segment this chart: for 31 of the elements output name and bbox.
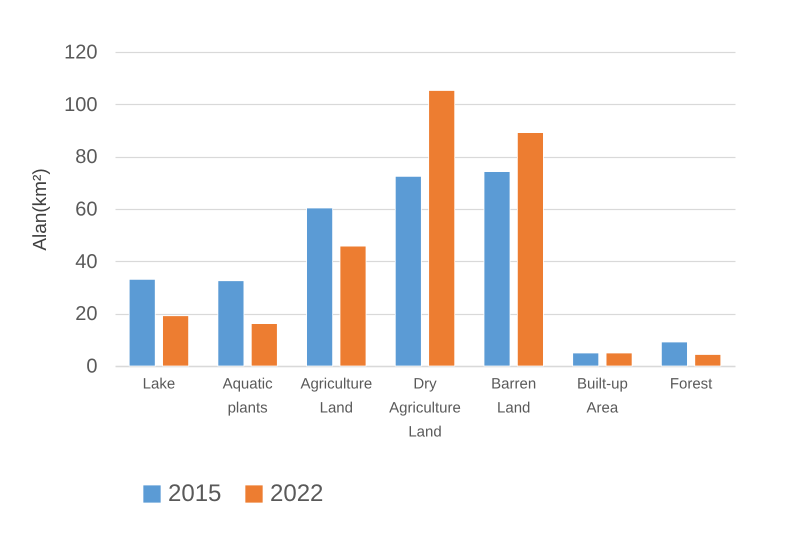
y-tick-label: 40 — [75, 250, 98, 273]
y-axis-title: Alan(km²) — [30, 168, 52, 251]
y-tick-label: 20 — [75, 303, 98, 326]
legend-label: 2015 — [168, 480, 222, 507]
bar — [516, 132, 544, 366]
bar — [660, 342, 688, 366]
bar — [250, 323, 278, 366]
bar — [128, 278, 156, 366]
bar — [484, 171, 510, 366]
bar — [428, 90, 456, 366]
y-tick-label: 80 — [75, 146, 98, 168]
bar — [162, 315, 190, 366]
y-tick-label: 120 — [64, 42, 98, 64]
bar — [394, 176, 422, 366]
x-tick-label: Dry Agriculture Land — [389, 376, 461, 440]
x-tick-label: Aquatic plants — [222, 376, 274, 416]
bar — [217, 280, 244, 366]
x-tick-label: Lake — [142, 376, 176, 392]
x-tick-label: Barren Land — [491, 376, 536, 416]
y-tick-label: 100 — [64, 94, 98, 116]
legend-label: 2022 — [270, 480, 324, 507]
y-tick-label: 60 — [75, 198, 98, 220]
bar — [694, 354, 722, 366]
x-tick-label: Built-up Area — [576, 376, 628, 416]
x-tick-label: Forest — [670, 376, 714, 392]
bar — [572, 352, 600, 366]
bar — [340, 246, 366, 366]
y-tick-label: 0 — [86, 356, 98, 378]
bar — [306, 208, 334, 366]
x-tick-label: Agriculture Land — [300, 376, 372, 416]
bar — [606, 352, 633, 366]
